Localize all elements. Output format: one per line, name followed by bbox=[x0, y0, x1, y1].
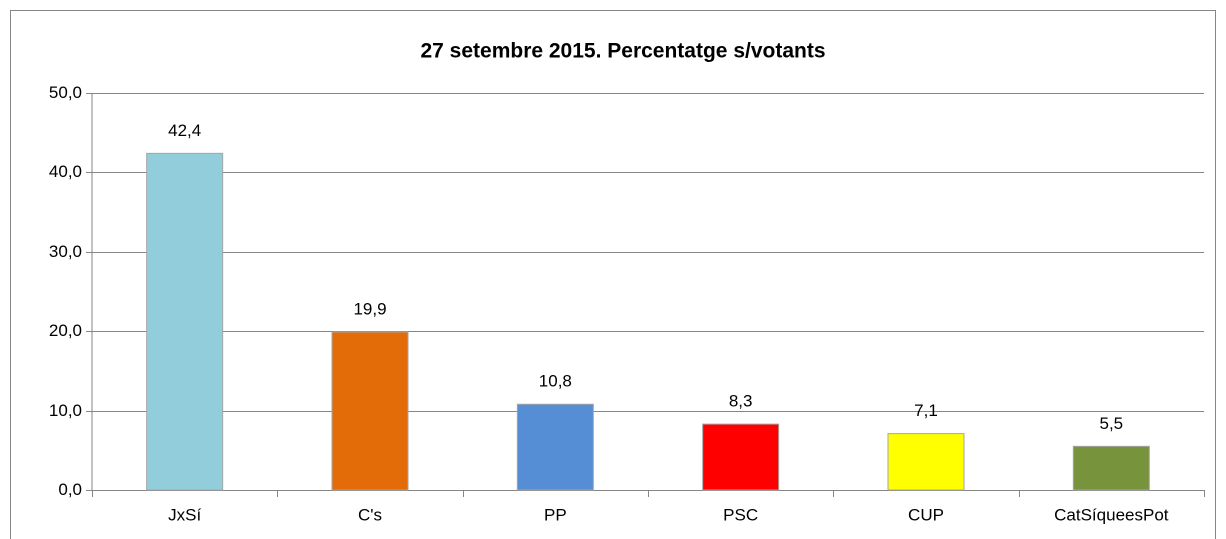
chart-title: 27 setembre 2015. Percentatge s/votants bbox=[420, 40, 825, 63]
bar bbox=[146, 152, 224, 491]
x-tick-label: PP bbox=[544, 505, 567, 524]
value-label: 8,3 bbox=[729, 392, 753, 411]
bar bbox=[887, 433, 965, 491]
value-label: 10,8 bbox=[539, 372, 572, 391]
value-label: 7,1 bbox=[914, 401, 938, 420]
y-tick-label: 10,0 bbox=[49, 401, 82, 420]
value-label: 42,4 bbox=[168, 121, 201, 140]
x-tick-label: C's bbox=[358, 505, 382, 524]
bar bbox=[516, 403, 594, 491]
y-tick-label: 20,0 bbox=[49, 321, 82, 340]
x-tick-label: CUP bbox=[908, 505, 944, 524]
y-tick-label: 30,0 bbox=[49, 242, 82, 261]
value-label: 19,9 bbox=[353, 299, 386, 318]
bar bbox=[331, 331, 409, 491]
x-tick-label: PSC bbox=[723, 505, 758, 524]
value-label: 5,5 bbox=[1100, 414, 1124, 433]
y-tick-label: 0,0 bbox=[58, 480, 82, 499]
x-tick-label: JxSí bbox=[168, 505, 201, 524]
x-tick-label: CatSíqueesPot bbox=[1054, 505, 1169, 524]
bar bbox=[702, 423, 780, 491]
bar bbox=[1072, 445, 1150, 491]
y-tick-label: 50,0 bbox=[49, 83, 82, 102]
y-tick-label: 40,0 bbox=[49, 162, 82, 181]
